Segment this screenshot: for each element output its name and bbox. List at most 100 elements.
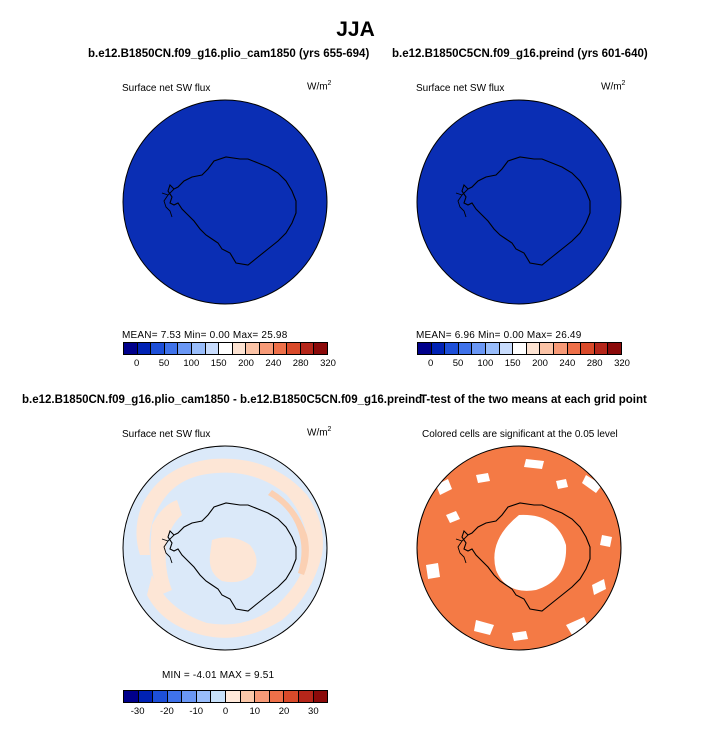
- colorbar-tick-label: 0: [428, 358, 434, 369]
- panel2-title: b.e12.B1850C5CN.f09_g16.preind (yrs 601-…: [392, 48, 648, 60]
- panel1-peninsula-detail: [161, 188, 175, 218]
- panel1-ocean-field: [122, 99, 328, 305]
- colorbar-tick-label: 50: [158, 358, 170, 369]
- colorbar-swatch: [166, 691, 182, 702]
- colorbar-tick-label: 280: [292, 358, 309, 369]
- panel3-units: W/m2: [307, 426, 332, 439]
- colorbar-swatch: [498, 343, 513, 354]
- colorbar-tick-label: 0: [134, 358, 140, 369]
- colorbar-swatch: [525, 343, 540, 354]
- colorbar-swatch: [218, 343, 232, 354]
- colorbar-swatch: [124, 691, 138, 702]
- colorbar-swatch: [580, 343, 594, 354]
- colorbar-tick-label: 150: [210, 358, 227, 369]
- panel1-colorbar: [123, 342, 328, 355]
- panel2-variable-label: Surface net SW flux: [416, 83, 505, 94]
- panel4-polar-map: [416, 445, 622, 651]
- panel2-colorbar: [417, 342, 622, 355]
- colorbar-tick-label: 240: [559, 358, 576, 369]
- colorbar-swatch: [272, 343, 287, 354]
- colorbar-tick-label: 320: [320, 358, 336, 369]
- colorbar-tick-label: 200: [238, 358, 254, 369]
- colorbar-tick-label: 280: [586, 358, 603, 369]
- colorbar-swatch: [150, 343, 164, 354]
- colorbar-swatch: [190, 343, 205, 354]
- colorbar-swatch: [239, 691, 255, 702]
- colorbar-swatch: [593, 343, 608, 354]
- panel3-map-border: [122, 445, 328, 651]
- panel1-title: b.e12.B1850CN.f09_g16.plio_cam1850 (yrs …: [88, 48, 370, 60]
- colorbar-swatch: [231, 343, 246, 354]
- panel2-stats: MEAN= 6.96 Min= 0.00 Max= 26.49: [416, 330, 582, 341]
- colorbar-tick-label: 100: [183, 358, 200, 369]
- colorbar-swatch: [457, 343, 472, 354]
- panel3-variable-label: Surface net SW flux: [122, 429, 211, 440]
- colorbar-swatch: [444, 343, 458, 354]
- panel1-stats: MEAN= 7.53 Min= 0.00 Max= 25.98: [122, 330, 288, 341]
- panel3-stats: MIN = -4.01 MAX = 9.51: [162, 670, 275, 681]
- colorbar-swatch: [539, 343, 553, 354]
- colorbar-tick-label: 20: [278, 706, 290, 717]
- colorbar-swatch: [484, 343, 499, 354]
- panel1-colorbar-ticks: 0 50 100 150 200 240 280 320: [123, 358, 336, 370]
- panel4-antarctica-coastline: [461, 502, 591, 612]
- figure-title: JJA: [336, 18, 375, 41]
- colorbar-tick-label: 30: [308, 706, 319, 717]
- colorbar-tick-label: -10: [189, 706, 204, 717]
- colorbar-swatch: [258, 343, 273, 354]
- colorbar-swatch: [297, 691, 313, 702]
- colorbar-tick-label: 100: [477, 358, 494, 369]
- panel2-polar-map: [416, 99, 622, 305]
- panel2-colorbar-ticks: 0 50 100 150 200 240 280 320: [417, 358, 630, 370]
- colorbar-swatch: [512, 343, 526, 354]
- colorbar-swatch: [136, 343, 151, 354]
- panel3-antarctica-coastline: [167, 502, 297, 612]
- colorbar-swatch: [204, 343, 219, 354]
- panel4-map-border: [416, 445, 622, 651]
- colorbar-swatch: [137, 691, 153, 702]
- colorbar-tick-label: 320: [614, 358, 630, 369]
- panel4-significant-region: [417, 446, 621, 650]
- colorbar-swatch: [177, 343, 191, 354]
- colorbar-swatch: [312, 691, 328, 702]
- panel3-positive-west: [150, 500, 182, 595]
- panel2-peninsula-detail: [455, 188, 469, 218]
- panel1-polar-map: [122, 99, 328, 305]
- colorbar-swatch: [152, 691, 167, 702]
- colorbar-swatch: [283, 691, 298, 702]
- colorbar-swatch: [245, 343, 259, 354]
- panel2-ocean-field: [416, 99, 622, 305]
- colorbar-tick-label: 10: [249, 706, 261, 717]
- panel2-antarctica-coastline: [461, 156, 591, 266]
- colorbar-swatch: [418, 343, 431, 354]
- colorbar-swatch: [552, 343, 567, 354]
- panel4-peninsula-detail: [455, 534, 469, 564]
- panel3-colorbar-swatches: [123, 690, 328, 703]
- colorbar-swatch: [430, 343, 445, 354]
- colorbar-swatch: [313, 343, 327, 354]
- panel3-colorbar: [123, 690, 328, 703]
- colorbar-swatch: [286, 343, 300, 354]
- panel3-title: b.e12.B1850CN.f09_g16.plio_cam1850 - b.e…: [22, 394, 423, 406]
- colorbar-tick-label: 200: [532, 358, 548, 369]
- colorbar-swatch: [181, 691, 196, 702]
- colorbar-swatch: [195, 691, 211, 702]
- panel3-polar-map: [122, 445, 328, 651]
- colorbar-tick-label: -20: [160, 706, 174, 717]
- colorbar-swatch: [607, 343, 621, 354]
- colorbar-tick-label: 50: [452, 358, 464, 369]
- colorbar-swatch: [163, 343, 178, 354]
- colorbar-swatch: [254, 691, 269, 702]
- panel3-positive-interior: [209, 537, 257, 583]
- colorbar-tick-label: 0: [222, 706, 229, 717]
- panel1-units: W/m2: [307, 80, 332, 93]
- colorbar-swatch: [124, 343, 137, 354]
- panel3-peninsula-detail: [161, 534, 175, 564]
- panel1-variable-label: Surface net SW flux: [122, 83, 211, 94]
- colorbar-swatch: [225, 691, 240, 702]
- panel1-colorbar-swatches: [123, 342, 328, 355]
- panel3-colorbar-ticks: -30 -20 -10 0 10 20 30: [123, 706, 328, 718]
- panel3-positive-band-strong: [268, 490, 309, 575]
- colorbar-tick-label: 150: [504, 358, 521, 369]
- panel1-antarctica-coastline: [167, 156, 297, 266]
